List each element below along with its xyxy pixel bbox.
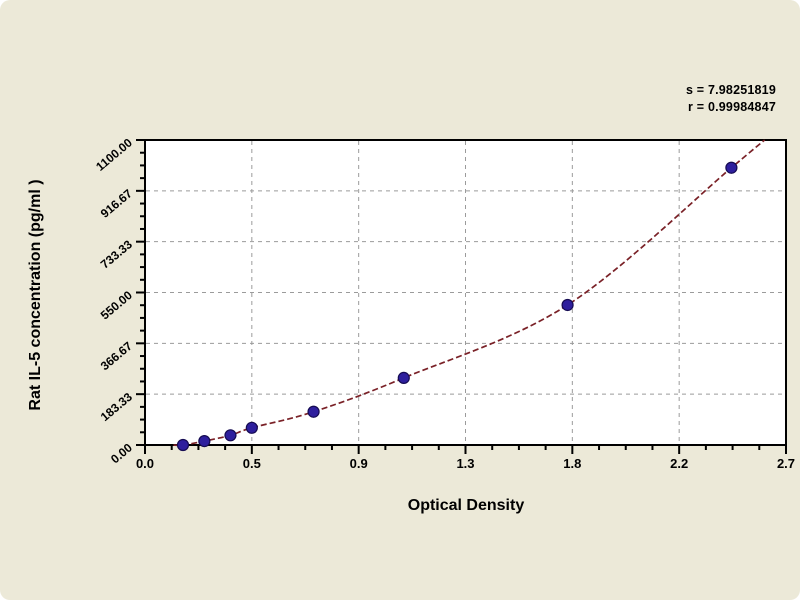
x-tick-labels: 0.0 0.5 0.9 1.3 1.8 2.2 2.7: [136, 456, 795, 471]
svg-text:0.00: 0.00: [108, 440, 135, 466]
fit-statistics: s = 7.98251819 r = 0.99984847: [686, 82, 776, 116]
svg-text:366.67: 366.67: [98, 339, 135, 374]
svg-text:1.8: 1.8: [563, 456, 581, 471]
svg-text:0.5: 0.5: [243, 456, 261, 471]
svg-text:1.3: 1.3: [456, 456, 474, 471]
svg-text:2.2: 2.2: [670, 456, 688, 471]
data-point-marker: [397, 371, 410, 384]
svg-text:733.33: 733.33: [98, 237, 135, 272]
data-point-marker: [176, 438, 190, 452]
fit-r-value: r = 0.99984847: [688, 100, 776, 114]
x-axis-title: Optical Density: [407, 497, 525, 514]
svg-text:0.0: 0.0: [136, 456, 154, 471]
fit-s-value: s = 7.98251819: [685, 83, 776, 97]
data-point-marker: [725, 161, 738, 174]
svg-text:183.33: 183.33: [98, 390, 135, 425]
svg-text:0.9: 0.9: [350, 456, 368, 471]
svg-text:2.7: 2.7: [777, 456, 795, 471]
data-point-marker: [561, 298, 574, 312]
y-tick-labels: 0.00 183.33 366.67 550.00 733.33 916.67 1100.0…: [93, 135, 135, 466]
data-points: [176, 161, 738, 452]
data-point-marker: [224, 429, 237, 442]
gridlines: [146, 141, 785, 444]
svg-text:550.00: 550.00: [98, 288, 135, 323]
data-point-marker: [307, 405, 320, 418]
svg-text:916.67: 916.67: [98, 186, 135, 221]
fit-curve: [173, 139, 766, 447]
axis-ticks: [136, 139, 787, 454]
svg-text:1100.00: 1100.00: [93, 135, 135, 173]
data-point-marker: [198, 435, 211, 448]
data-point-marker: [245, 421, 258, 434]
y-axis-title: Rat IL-5 concentration (pg/ml ): [27, 179, 44, 411]
